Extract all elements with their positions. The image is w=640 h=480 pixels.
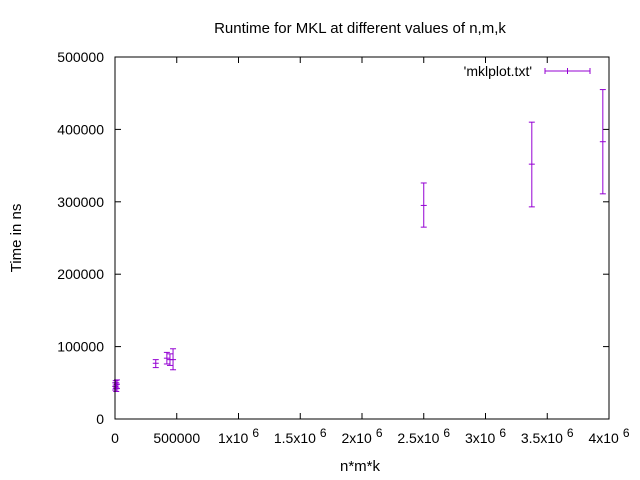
x-tick-label: 3.5x10 6 (521, 426, 574, 446)
x-tick-label: 1x10 6 (218, 426, 259, 446)
chart-title: Runtime for MKL at different values of n… (214, 20, 506, 37)
data-point (170, 348, 177, 371)
y-tick-label: 300000 (57, 194, 104, 210)
axis-ticks: 0 100000 200000 300000 400000 500000 0 500000 1x… (57, 49, 630, 446)
x-tick-label: 3x10 6 (465, 426, 506, 446)
data-point (528, 121, 535, 208)
data-point (152, 359, 159, 369)
legend-label: 'mklplot.txt' (464, 63, 532, 79)
data-point (420, 182, 427, 228)
y-axis-label: Time in ns (8, 204, 25, 273)
x-tick-label: 0 (111, 430, 119, 446)
data-point (163, 351, 170, 365)
x-tick-label: 1.5x10 6 (274, 426, 327, 446)
data-point (599, 89, 606, 195)
y-tick-label: 200000 (57, 266, 104, 282)
plot-frame (114, 56, 610, 420)
y-tick-label: 0 (96, 411, 104, 427)
x-tick-label: 2.5x10 6 (397, 426, 450, 446)
legend: 'mklplot.txt' (464, 63, 591, 79)
data-point (166, 353, 173, 366)
y-tick-label: 100000 (57, 339, 104, 355)
x-tick-label: 500000 (153, 430, 200, 446)
y-tick-label: 400000 (57, 121, 104, 137)
data-points (112, 89, 606, 392)
x-axis-label: n*m*k (340, 458, 381, 475)
x-tick-label: 4x10 6 (588, 426, 629, 446)
x-tick-label: 2x10 6 (341, 426, 382, 446)
y-tick-label: 500000 (57, 49, 104, 65)
